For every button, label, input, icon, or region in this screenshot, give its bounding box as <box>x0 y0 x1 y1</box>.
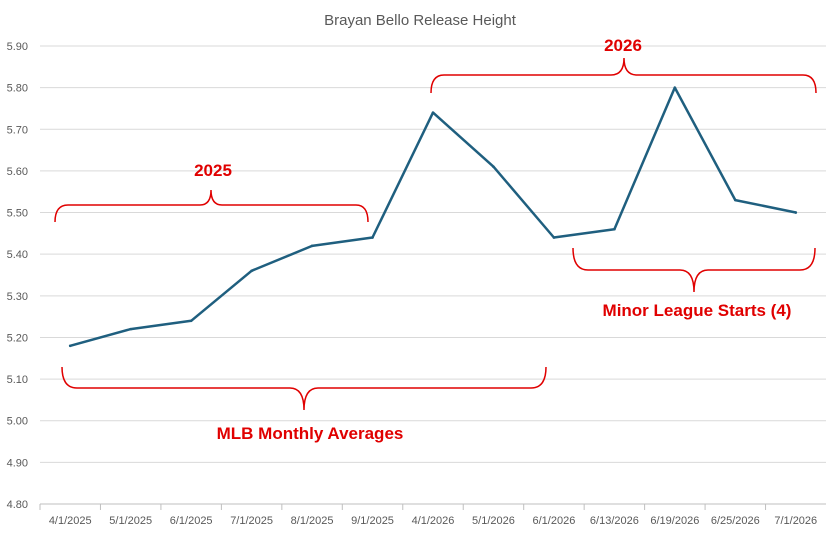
series-layer <box>68 86 798 348</box>
data-point <box>613 227 616 231</box>
y-tick-label: 5.50 <box>7 208 28 220</box>
x-tick-label: 7/1/2025 <box>230 515 273 527</box>
label-mlb: MLB Monthly Averages <box>217 424 404 443</box>
data-point <box>734 198 737 202</box>
y-tick-label: 5.70 <box>7 124 28 136</box>
data-point <box>250 269 253 273</box>
data-point <box>371 236 374 239</box>
bracket-mlb <box>61 366 547 411</box>
data-point <box>129 327 132 331</box>
y-tick-label: 4.90 <box>7 457 28 469</box>
x-axis: 4/1/2025 5/1/2025 6/1/2025 7/1/2025 8/1/2025… <box>49 515 817 527</box>
y-tick-label: 5.00 <box>7 416 28 428</box>
data-point <box>492 165 495 169</box>
data-point <box>794 211 798 214</box>
y-tick-label: 5.80 <box>7 83 28 95</box>
x-tick-label: 6/1/2025 <box>170 515 213 527</box>
y-tick-label: 5.90 <box>7 41 28 53</box>
data-point <box>310 244 314 248</box>
data-point <box>552 236 556 239</box>
x-tick-label: 4/1/2025 <box>49 515 92 527</box>
data-point <box>431 111 435 114</box>
x-tick-label: 9/1/2025 <box>351 515 394 527</box>
bracket-2025 <box>54 189 369 223</box>
grid-layer <box>39 45 826 510</box>
label-minor: Minor League Starts (4) <box>603 301 792 320</box>
x-tick-label: 4/1/2026 <box>412 515 455 527</box>
y-tick-label: 4.80 <box>7 499 28 511</box>
data-point <box>673 86 677 89</box>
x-tick-label: 7/1/2026 <box>774 515 817 527</box>
x-tick-label: 6/19/2026 <box>650 515 699 527</box>
y-tick-label: 5.40 <box>7 249 28 261</box>
x-tick-label: 5/1/2026 <box>472 515 515 527</box>
x-tick-label: 6/13/2026 <box>590 515 639 527</box>
y-tick-label: 5.60 <box>7 166 28 178</box>
y-tick-label: 5.10 <box>7 374 28 386</box>
bracket-2026 <box>430 57 817 94</box>
x-tick-label: 8/1/2025 <box>291 515 334 527</box>
x-tick-label: 5/1/2025 <box>109 515 152 527</box>
bracket-minor <box>572 247 816 293</box>
y-tick-label: 5.30 <box>7 291 28 303</box>
y-axis: 4.80 4.90 5.00 5.10 5.20 5.30 5.40 5.50 5.60 5.70… <box>7 41 28 511</box>
data-point <box>68 344 72 348</box>
x-tick-label: 6/1/2026 <box>533 515 576 527</box>
label-2026: 2026 <box>604 36 642 55</box>
y-tick-label: 5.20 <box>7 332 28 344</box>
annotations: 2025 2026 MLB Monthly Averages Minor Lea… <box>54 36 817 443</box>
chart-title: Brayan Bello Release Height <box>324 12 517 29</box>
data-point <box>189 319 193 323</box>
x-tick-label: 6/25/2026 <box>711 515 760 527</box>
label-2025: 2025 <box>194 161 232 180</box>
